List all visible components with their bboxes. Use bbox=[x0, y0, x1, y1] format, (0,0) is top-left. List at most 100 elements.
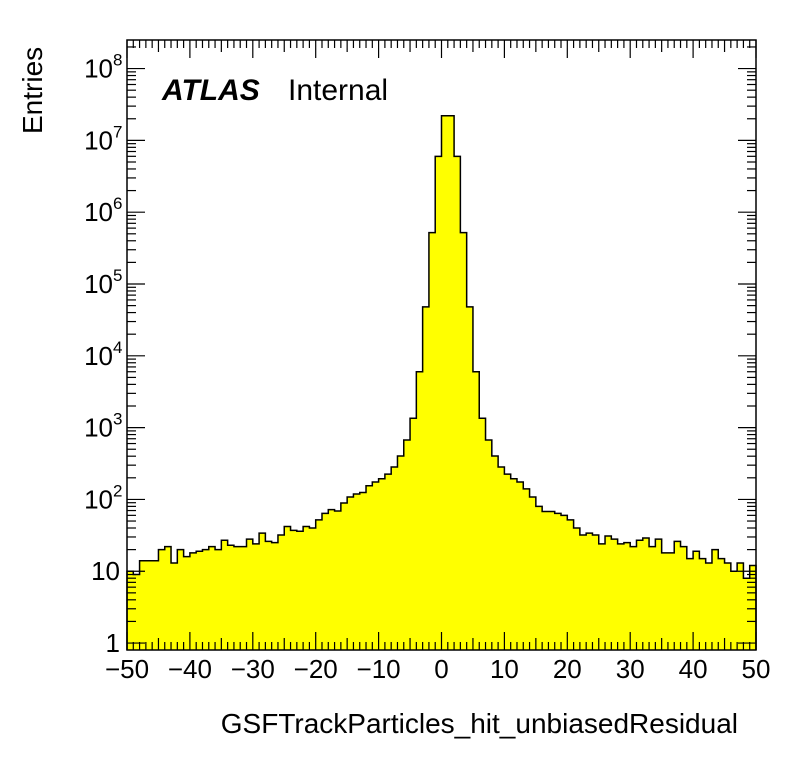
histogram-bin bbox=[240, 546, 248, 650]
histogram-bin bbox=[711, 549, 719, 650]
histogram-bin bbox=[529, 497, 537, 650]
histogram-bin bbox=[491, 455, 499, 650]
histogram-bin bbox=[661, 552, 669, 650]
x-tick-label: 10 bbox=[490, 654, 519, 684]
histogram-bin bbox=[328, 509, 336, 650]
y-tick-exponent: 4 bbox=[113, 338, 122, 357]
histogram-bin bbox=[171, 563, 178, 650]
histogram-bin bbox=[516, 481, 524, 650]
y-axis-title: Entries bbox=[17, 47, 48, 134]
histogram-bin bbox=[693, 551, 700, 650]
histogram-bin bbox=[152, 560, 160, 650]
histogram-bin bbox=[378, 478, 386, 650]
histogram-bin bbox=[680, 546, 688, 650]
y-tick-exponent: 7 bbox=[113, 122, 122, 141]
y-tick-exponent: 6 bbox=[113, 194, 122, 213]
histogram-outline bbox=[126, 115, 757, 650]
histogram-bin bbox=[749, 565, 757, 650]
histogram-bin bbox=[535, 506, 543, 650]
y-tick-exponent: 5 bbox=[113, 266, 122, 285]
histogram-bin bbox=[397, 455, 405, 650]
histogram-bin bbox=[598, 543, 606, 650]
histogram-bin bbox=[309, 528, 317, 650]
x-tick-label: 50 bbox=[742, 654, 771, 684]
y-tick-label: 10 bbox=[84, 54, 113, 84]
histogram-bin bbox=[718, 558, 726, 650]
axis-ticks bbox=[126, 40, 757, 650]
histogram-bin bbox=[510, 478, 518, 650]
histogram-bin bbox=[592, 534, 600, 650]
histogram-bin bbox=[296, 531, 304, 650]
histogram-bin bbox=[422, 306, 430, 650]
histogram-bin bbox=[353, 493, 361, 650]
x-tick-label: 30 bbox=[616, 654, 645, 684]
histogram-bin bbox=[485, 439, 493, 650]
histogram-bin bbox=[227, 545, 235, 650]
histogram-bin bbox=[233, 546, 241, 650]
histogram-bin bbox=[472, 371, 480, 650]
y-tick-label: 10 bbox=[84, 341, 113, 371]
histogram-bin bbox=[730, 571, 738, 650]
y-tick-label: 10 bbox=[84, 197, 113, 227]
histogram-bin bbox=[252, 543, 260, 650]
histogram-bin bbox=[611, 539, 619, 650]
histogram-bin bbox=[623, 542, 631, 650]
histogram-bin bbox=[183, 556, 191, 650]
histogram-bin bbox=[504, 474, 512, 650]
histogram-bin bbox=[158, 549, 166, 650]
histogram-bin bbox=[567, 519, 575, 650]
histogram-bin bbox=[649, 546, 656, 650]
x-tick-label: −30 bbox=[231, 654, 275, 684]
histogram-bin bbox=[189, 552, 197, 650]
histogram-bin bbox=[277, 534, 285, 650]
histogram-bin bbox=[441, 115, 449, 651]
histogram-bin bbox=[347, 497, 355, 650]
y-tick-exponent: 2 bbox=[113, 481, 122, 500]
histogram-bin bbox=[215, 549, 222, 650]
histogram-bin bbox=[303, 526, 311, 650]
histogram-bin bbox=[705, 563, 713, 650]
histogram-bin bbox=[196, 551, 204, 650]
histogram-bin bbox=[686, 558, 694, 650]
histogram-bin bbox=[246, 539, 254, 650]
histogram-bin bbox=[284, 526, 292, 650]
y-tick-label: 10 bbox=[84, 269, 113, 299]
histogram-bin bbox=[139, 560, 147, 650]
histogram-bin bbox=[699, 558, 707, 650]
histogram-bin bbox=[271, 542, 279, 650]
histogram-bin bbox=[617, 543, 625, 650]
histogram-bin bbox=[523, 488, 531, 650]
histogram-bin bbox=[573, 528, 581, 650]
histogram-bin bbox=[743, 578, 751, 650]
y-tick-exponent: 8 bbox=[113, 51, 122, 70]
histogram-bin bbox=[542, 511, 550, 650]
y-tick-label: 10 bbox=[91, 556, 120, 586]
histogram-bin bbox=[145, 560, 153, 650]
histogram-bin bbox=[391, 466, 399, 650]
y-tick-label: 10 bbox=[84, 125, 113, 155]
histogram-bin bbox=[498, 466, 505, 650]
histogram-bin bbox=[554, 513, 562, 650]
histogram-bin bbox=[410, 418, 417, 650]
histogram-bin bbox=[384, 474, 392, 650]
histogram-bin bbox=[202, 549, 210, 650]
x-tick-label: −10 bbox=[357, 654, 401, 684]
histogram-bin bbox=[290, 530, 298, 650]
histogram-bin bbox=[642, 538, 650, 650]
y-tick-label: 1 bbox=[106, 628, 120, 658]
histogram-bin bbox=[447, 115, 455, 651]
histogram-bin bbox=[366, 485, 373, 650]
histogram-bin bbox=[548, 511, 556, 650]
histogram-bin bbox=[667, 552, 675, 650]
histogram-bin bbox=[208, 546, 216, 650]
histogram-bin bbox=[428, 232, 436, 650]
x-tick-label: −40 bbox=[168, 654, 212, 684]
histogram-bin bbox=[674, 541, 682, 650]
histogram-bin bbox=[164, 546, 172, 650]
y-tick-exponent: 3 bbox=[113, 410, 122, 429]
atlas-label: ATLAS bbox=[161, 74, 260, 107]
histogram-bin bbox=[655, 539, 663, 650]
x-tick-label: 20 bbox=[553, 654, 582, 684]
